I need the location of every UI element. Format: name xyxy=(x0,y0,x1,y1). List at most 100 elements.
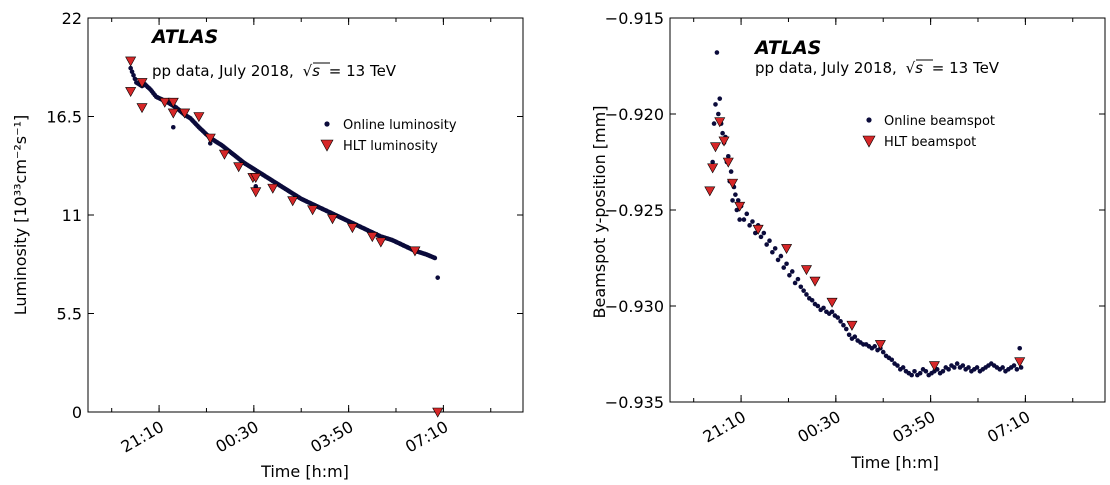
beamspot-online-beamspot-point xyxy=(787,272,792,278)
luminosity-hlt-luminosity-point xyxy=(267,183,279,194)
beamspot-hlt-beamspot-point xyxy=(874,340,886,351)
luminosity-y-tick-label: 11 xyxy=(62,206,82,225)
beamspot-panel: −0.935 −0.930 −0.925 −0.920 −0.915 21:10 00:3… xyxy=(590,9,1106,472)
beamspot-online-beamspot-point xyxy=(761,230,767,236)
beamspot-x-ticks: 21:10 00:30 03:50 07:10 xyxy=(693,18,1074,447)
beamspot-online-beamspot-point xyxy=(764,242,769,247)
beamspot-online-beamspot-point xyxy=(946,367,951,372)
beamspot-online-beamspot-point xyxy=(795,276,801,282)
beamspot-online-beamspot-point xyxy=(952,365,957,370)
luminosity-atlas-label: ATLAS xyxy=(150,26,218,48)
beamspot-online-beamspot-point xyxy=(815,303,821,309)
luminosity-info-sqrt: √s xyxy=(303,62,321,80)
luminosity-y-tick-label: 5.5 xyxy=(57,305,82,324)
luminosity-y-axis-label: Luminosity [10³³cm⁻²s⁻¹] xyxy=(11,115,30,315)
beamspot-online-beamspot-point xyxy=(725,153,731,159)
beamspot-online-beamspot-point xyxy=(720,130,725,136)
luminosity-online-luminosity-point xyxy=(128,65,133,71)
beamspot-online-beamspot-point xyxy=(872,344,878,349)
beamspot-y-tick-label: −0.915 xyxy=(605,9,664,28)
beamspot-online-beamspot-point xyxy=(940,368,946,374)
beamspot-y-tick-label: −0.925 xyxy=(605,201,664,220)
beamspot-online-beamspot-point xyxy=(792,280,798,286)
beamspot-online-beamspot-point xyxy=(838,319,843,324)
beamspot-online-beamspot-point xyxy=(1000,365,1005,370)
beamspot-hlt-beamspot-point xyxy=(809,276,821,287)
luminosity-hlt-luminosity-point xyxy=(432,407,444,418)
beamspot-online-beamspot-point xyxy=(781,265,787,270)
beamspot-legend-triangle-marker xyxy=(862,135,876,148)
luminosity-hlt-luminosity-point xyxy=(136,103,148,114)
beamspot-legend-online: Online beamspot xyxy=(884,114,995,129)
beamspot-hlt-beamspot-point xyxy=(704,186,716,197)
beamspot-online-beamspot-point xyxy=(784,261,789,267)
luminosity-y-tick-label: 16.5 xyxy=(46,108,82,127)
luminosity-online-luminosity-point xyxy=(129,69,135,75)
beamspot-online-beamspot-point xyxy=(895,363,900,368)
beamspot-online-beamspot-point xyxy=(752,230,758,236)
beamspot-x-tick-label: 03:50 xyxy=(889,407,938,447)
luminosity-legend: Online luminosity HLT luminosity xyxy=(320,118,457,154)
luminosity-hlt-luminosity-point xyxy=(375,237,387,248)
luminosity-hlt-luminosity-point xyxy=(409,246,421,257)
beamspot-online-beamspot-point xyxy=(1011,363,1017,368)
beamspot-hlt-beamspot-point xyxy=(846,320,858,331)
luminosity-info-label: pp data, July 2018, √s = 13 TeV xyxy=(152,62,397,80)
luminosity-legend-online: Online luminosity xyxy=(343,118,457,133)
luminosity-hlt-luminosity-point xyxy=(125,87,137,98)
beamspot-online-beamspot-point xyxy=(758,234,764,240)
beamspot-online-beamspot-point xyxy=(841,322,846,328)
luminosity-hlt-luminosity-point xyxy=(167,97,179,108)
beamspot-online-beamspot-point xyxy=(716,111,721,117)
beamspot-x-axis-label: Time [h:m] xyxy=(850,453,939,472)
luminosity-x-ticks: 21:10 00:30 03:50 07:10 xyxy=(111,18,492,457)
beamspot-online-beamspot-point xyxy=(974,365,980,370)
beamspot-legend-hlt: HLT beamspot xyxy=(884,135,976,150)
luminosity-online-luminosity-point xyxy=(170,124,176,130)
beamspot-info-suffix: = 13 TeV xyxy=(932,59,1000,77)
luminosity-online-luminosity-point xyxy=(432,255,438,261)
beamspot-y-axis-label: Beamspot y-position [mm] xyxy=(590,106,609,319)
beamspot-online-beamspot-point xyxy=(966,365,971,370)
luminosity-hlt-luminosity-point xyxy=(218,149,230,160)
beamspot-online-beamspot-point xyxy=(923,368,929,374)
beamspot-hlt-beamspot-point xyxy=(800,265,812,276)
beamspot-online-beamspot-point xyxy=(801,288,806,293)
beamspot-online-beamspot-point xyxy=(809,297,815,303)
beamspot-info-prefix: pp data, July 2018, xyxy=(755,59,897,77)
luminosity-hlt-luminosity-point xyxy=(159,97,171,108)
beamspot-online-beamspot-point xyxy=(728,169,734,174)
luminosity-info-prefix: pp data, July 2018, xyxy=(152,62,294,80)
beamspot-online-beamspot-point xyxy=(737,217,742,222)
luminosity-hlt-luminosity-point xyxy=(250,173,262,184)
beamspot-online-beamspot-point xyxy=(798,284,804,290)
beamspot-online-beamspot-point xyxy=(717,96,723,101)
luminosity-legend-hlt: HLT luminosity xyxy=(343,139,438,154)
luminosity-hlt-luminosity-point xyxy=(366,232,378,243)
beamspot-legend: Online beamspot HLT beamspot xyxy=(862,114,995,150)
luminosity-x-tick-label: 21:10 xyxy=(118,417,167,457)
beamspot-hlt-beamspot-point xyxy=(709,142,721,153)
luminosity-legend-dot-marker xyxy=(324,121,330,127)
luminosity-x-tick-label: 03:50 xyxy=(307,417,356,457)
luminosity-online-luminosity-point xyxy=(132,76,138,82)
luminosity-hlt-luminosity-point xyxy=(136,78,148,89)
beamspot-online-beamspot-point xyxy=(710,159,715,165)
beamspot-online-beamspot-point xyxy=(960,363,966,368)
beamspot-hlt-beamspot-point xyxy=(781,244,793,255)
beamspot-y-tick-label: −0.920 xyxy=(605,105,664,124)
beamspot-hlt-beamspot-point xyxy=(826,297,838,308)
beamspot-online-beamspot-point xyxy=(1017,345,1023,351)
beamspot-atlas-label: ATLAS xyxy=(753,37,821,59)
luminosity-hlt-luminosity-point xyxy=(204,133,216,144)
beamspot-online-beamspot-point xyxy=(934,367,940,372)
beamspot-points xyxy=(704,50,1026,378)
beamspot-online-beamspot-point xyxy=(767,238,772,244)
beamspot-online-beamspot-point xyxy=(789,269,795,274)
beamspot-info-label: pp data, July 2018, √s = 13 TeV xyxy=(755,59,1000,77)
beamspot-online-beamspot-point xyxy=(909,372,914,378)
luminosity-hlt-luminosity-point xyxy=(287,196,299,207)
beamspot-online-beamspot-point xyxy=(912,368,917,374)
beamspot-online-beamspot-point xyxy=(954,361,960,366)
